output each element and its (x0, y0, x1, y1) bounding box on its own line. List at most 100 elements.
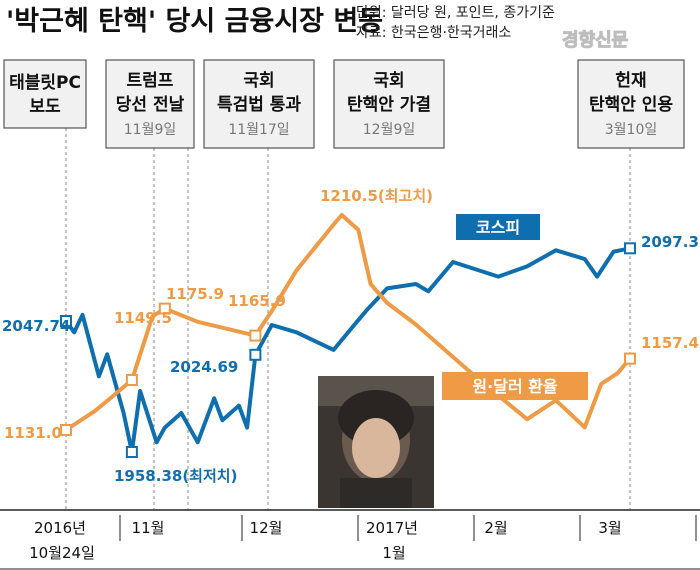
data-point-won (555, 399, 557, 401)
marker-kospi (125, 446, 138, 458)
x-tick-label: 2017년 (366, 519, 418, 537)
event-label-line1: 국회 (373, 71, 404, 91)
annot-won-end: 1157.4 (641, 334, 699, 352)
data-point-kospi (73, 331, 75, 333)
data-point-kospi (246, 427, 248, 429)
annot-won-max: 1210.5(최고치) (320, 187, 433, 205)
x-tick-label: 1월 (382, 544, 405, 562)
event-box-special-prosecutor: 국회 특검법 통과 11월17일 (203, 59, 315, 149)
annot-kospi-end: 2097.35 (641, 233, 700, 251)
x-tick-label: 2월 (484, 519, 507, 537)
legend-won-label: 원·달러 환율 (472, 377, 558, 396)
marker-won (125, 374, 138, 386)
x-tick-label: 11월 (132, 519, 165, 537)
event-label-line2: 탄핵안 인용 (589, 95, 673, 115)
legend-kospi: 코스피 (456, 214, 540, 240)
event-label-line2: 탄핵안 가결 (347, 95, 431, 115)
x-tick-label: 12월 (250, 519, 283, 537)
marker-won (249, 329, 262, 342)
data-point-kospi (613, 251, 614, 253)
data-point-kospi (238, 405, 240, 407)
legend-won: 원·달러 환율 (442, 372, 588, 400)
data-point-kospi (296, 331, 297, 333)
event-date: 3월10일 (605, 122, 657, 138)
event-label-line1: 헌재 (615, 71, 646, 91)
data-point-won (584, 426, 586, 428)
data-point-kospi (427, 290, 429, 292)
data-point-won (370, 283, 372, 285)
data-point-won (110, 397, 112, 398)
legend-kospi-label: 코스피 (476, 218, 520, 237)
watermark: 경향신문 (562, 30, 628, 51)
marker-won (624, 352, 636, 365)
data-point-won (296, 269, 297, 271)
event-label-line2: 특검법 통과 (217, 95, 301, 115)
event-box-court-ruling: 헌재 탄핵안 인용 3월10일 (577, 59, 685, 149)
data-point-kospi (221, 419, 223, 421)
x-axis-separators (119, 515, 697, 541)
data-point-kospi (98, 375, 100, 377)
event-date: 12월9일 (363, 122, 415, 138)
data-point-kospi (106, 353, 108, 355)
data-point-kospi (139, 390, 141, 392)
data-point-kospi (386, 287, 388, 289)
annot-won-nov9: 1149.5 (114, 309, 172, 327)
annot-won-nov17: 1175.9 (166, 285, 224, 303)
event-label-line1: 트럼프 (127, 71, 174, 91)
event-date: 11월17일 (228, 122, 289, 138)
data-point-won (271, 310, 273, 312)
data-point-kospi (180, 412, 182, 414)
event-box-trump: 트럼프 당선 전날 11월9일 (105, 59, 195, 149)
x-tick-label: 10월24일 (29, 544, 95, 562)
source-credit: 자료: 한국은행·한국거래소 (356, 25, 511, 41)
data-point-kospi (497, 276, 499, 278)
event-box-impeachment-vote: 국회 탄핵안 가결 12월9일 (333, 59, 445, 149)
data-point-kospi (164, 427, 166, 429)
data-point-kospi (415, 283, 417, 285)
x-tick-label: 3월 (598, 519, 621, 537)
data-point-kospi (123, 412, 125, 414)
marker-kospi (624, 242, 636, 255)
data-point-kospi (353, 324, 355, 326)
data-point-won (94, 410, 96, 412)
data-point-won (341, 214, 343, 216)
data-point-won (617, 372, 619, 374)
data-point-kospi (526, 265, 528, 267)
data-point-kospi (366, 309, 367, 311)
data-point-won (415, 324, 417, 325)
marker-kospi (60, 315, 72, 327)
annot-won-start: 1131.0 (4, 424, 62, 442)
data-point-won (197, 321, 199, 323)
event-box-tablet: 태블릿PC 보도 (3, 59, 87, 129)
data-point-kospi (82, 314, 83, 316)
marker-kospi (249, 348, 262, 361)
source-units: 단위: 달러당 원, 포인트, 종가기준 (356, 5, 555, 21)
annot-kospi-min: 1958.38(최저치) (114, 467, 237, 485)
data-point-kospi (333, 349, 335, 351)
data-point-kospi (584, 258, 586, 260)
data-point-kospi (156, 441, 158, 443)
plot-area (60, 213, 636, 458)
data-point-kospi (452, 261, 454, 263)
event-label-line1: 국회 (243, 71, 274, 91)
data-point-won (333, 224, 335, 225)
x-tick-label: 2016년 (34, 519, 86, 537)
data-point-won (152, 315, 153, 317)
event-label-line2: 당선 전날 (116, 95, 185, 115)
data-point-won (357, 229, 359, 231)
data-point-kospi (555, 249, 557, 251)
data-point-won (526, 418, 528, 420)
data-point-kospi (596, 276, 598, 278)
event-date: 11월9일 (124, 122, 176, 138)
chart-title: '박근혜 탄핵' 당시 금융시장 변동 (6, 6, 383, 37)
marker-won (60, 424, 72, 436)
event-label-line2: 보도 (29, 97, 61, 117)
annot-kospi-dec9: 2024.69 (170, 358, 238, 376)
marker-won (158, 302, 171, 315)
annot-kospi-start: 2047.74 (2, 317, 70, 335)
data-point-kospi (197, 441, 199, 443)
data-point-won (386, 302, 388, 304)
annot-won-dec9: 1165.9 (228, 292, 286, 310)
